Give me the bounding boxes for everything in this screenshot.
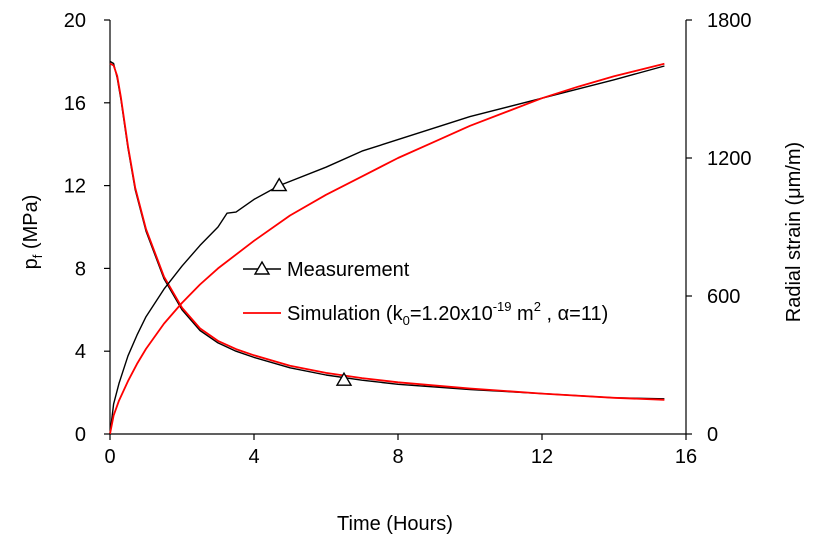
axes (109, 20, 687, 435)
y-tick-label: 12 (64, 176, 86, 198)
y2-tick-label: 1200 (707, 148, 752, 170)
y-axis-title-p: p (20, 258, 42, 269)
legend: Measurement Simulation (k0=1.20x10-19 m2… (243, 259, 608, 328)
y-axis-title: pf (MPa) (20, 195, 45, 270)
x-tick-label: 12 (531, 446, 553, 468)
x-tick-label: 16 (675, 446, 697, 468)
legend-sim-suffix: , α=11) (541, 303, 608, 325)
y-tick-label: 4 (75, 341, 86, 363)
series-measurement-pressure (109, 60, 665, 400)
legend-sim-sup1: -19 (493, 299, 512, 314)
series-layer (109, 60, 665, 435)
y2-tick-label: 1800 (707, 10, 752, 32)
legend-measurement-label: Measurement (287, 259, 410, 281)
legend-simulation: Simulation (k0=1.20x10-19 m2 , α=11) (243, 299, 608, 328)
legend-measurement: Measurement (243, 259, 410, 281)
legend-sim-prefix: Simulation (k (287, 303, 404, 325)
series-simulation-pressure (109, 62, 665, 401)
y-axis-title-sub: f (30, 254, 45, 258)
y-tick-label: 20 (64, 10, 86, 32)
series-measurement-strain (109, 65, 665, 435)
series-simulation-strain (109, 62, 665, 435)
y-tick-label: 16 (64, 93, 86, 115)
y-tick-label: 8 (75, 258, 86, 280)
y-axis-title-unit: (MPa) (20, 195, 42, 255)
x-tick-label: 4 (248, 446, 259, 468)
x-axis-title: Time (Hours) (337, 513, 453, 535)
y-tick-label: 0 (75, 424, 86, 446)
legend-sim-unit: m (512, 303, 534, 325)
x-tick-label: 0 (104, 446, 115, 468)
legend-sim-sup2: 2 (534, 299, 541, 314)
y2-tick-label: 600 (707, 286, 740, 308)
y2-tick-label: 0 (707, 424, 718, 446)
legend-simulation-label: Simulation (k0=1.20x10-19 m2 , α=11) (287, 299, 608, 328)
legend-measurement-marker (253, 260, 271, 275)
marker-measurement-pressure (335, 371, 353, 386)
legend-sim-mid: =1.20x10 (410, 303, 493, 325)
y2-axis-title: Radial strain (μm/m) (783, 142, 805, 322)
x-tick-label: 8 (392, 446, 403, 468)
marker-measurement-strain (270, 177, 288, 192)
legend-sim-sub: 0 (403, 313, 410, 328)
